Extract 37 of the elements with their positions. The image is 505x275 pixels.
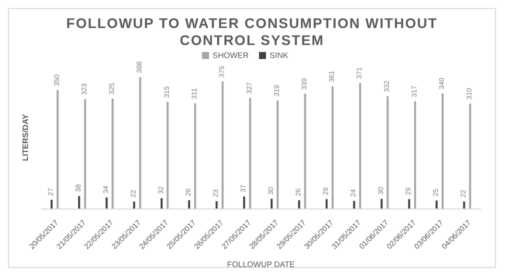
bar — [463, 202, 466, 209]
bar — [249, 98, 252, 209]
bar — [298, 200, 300, 209]
x-axis-title: FOLLOWUP DATE — [227, 260, 295, 269]
bar — [243, 196, 246, 209]
bar — [270, 198, 273, 209]
bar — [133, 202, 136, 209]
bar — [139, 77, 142, 209]
bar — [276, 100, 279, 209]
bar — [332, 86, 334, 209]
bar — [166, 102, 169, 209]
bar — [106, 197, 108, 209]
bar — [160, 198, 163, 209]
chart-title: FOLLOWUP TO WATER CONSUMPTION WITHOUT CONTROL SYSTEM — [65, 14, 439, 49]
bar — [326, 199, 328, 209]
bar — [359, 82, 362, 209]
bar — [112, 98, 114, 209]
bar — [78, 196, 80, 209]
bar — [442, 93, 444, 209]
bar — [222, 82, 224, 209]
bar — [304, 94, 306, 209]
bar — [436, 200, 438, 209]
bar — [469, 104, 472, 209]
bar — [84, 99, 86, 209]
bar — [414, 101, 416, 209]
legend-label: SINK — [270, 51, 288, 60]
bar — [194, 103, 196, 209]
bar — [353, 200, 356, 209]
bar — [216, 201, 218, 209]
bar — [50, 200, 53, 209]
bar — [188, 200, 190, 209]
legend-label: SHOWER — [212, 51, 249, 60]
bar — [56, 90, 59, 209]
bar — [380, 198, 383, 209]
bar — [386, 96, 389, 209]
y-axis-title: LITERS/DAY — [20, 114, 30, 161]
bar — [408, 199, 410, 209]
